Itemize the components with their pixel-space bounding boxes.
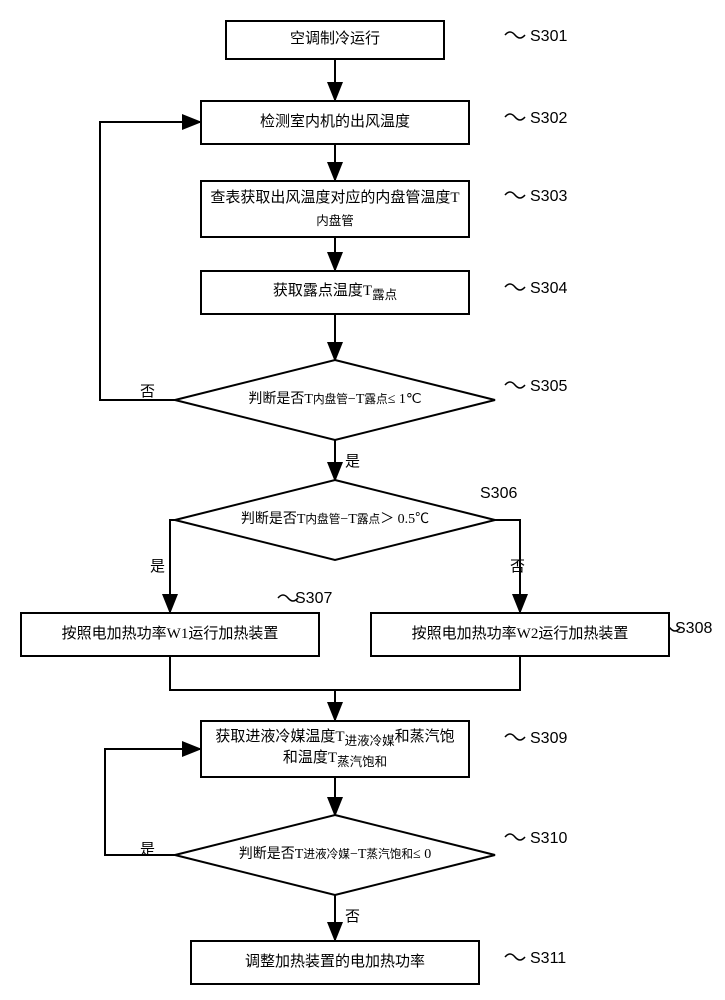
process-s301: 空调制冷运行 <box>225 20 445 60</box>
edge-label-yes_s306: 是 <box>150 555 165 576</box>
process-label-s309: 获取进液冷媒温度T进液冷媒和蒸汽饱和温度T蒸汽饱和 <box>208 728 462 771</box>
step-id-s308: S308 <box>675 620 712 638</box>
process-s307: 按照电加热功率W1运行加热装置 <box>20 612 320 657</box>
edge-label-no_s310: 否 <box>345 905 360 926</box>
process-label-s308: 按照电加热功率W2运行加热装置 <box>412 625 629 645</box>
process-s308: 按照电加热功率W2运行加热装置 <box>370 612 670 657</box>
connector-s308-merge <box>335 657 520 690</box>
step-tilde-s304 <box>505 284 525 290</box>
step-id-s311: S311 <box>530 950 566 968</box>
process-label-s311: 调整加热装置的电加热功率 <box>245 953 425 973</box>
step-tilde-s303 <box>505 192 525 198</box>
edge-label-yes_s305: 是 <box>345 450 360 471</box>
process-s303: 查表获取出风温度对应的内盘管温度T内盘管 <box>200 180 470 238</box>
process-s311: 调整加热装置的电加热功率 <box>190 940 480 985</box>
process-s309: 获取进液冷媒温度T进液冷媒和蒸汽饱和温度T蒸汽饱和 <box>200 720 470 778</box>
decision-s305: 判断是否T内盘管−T露点 ≤ 1℃ <box>175 360 495 440</box>
process-label-s304: 获取露点温度T露点 <box>273 282 397 303</box>
step-id-s303: S303 <box>530 188 567 206</box>
step-id-s309: S309 <box>530 730 567 748</box>
connector-s305-no-loop <box>100 122 200 400</box>
step-id-s307: S307 <box>295 590 332 608</box>
step-id-s304: S304 <box>530 280 567 298</box>
decision-label-s305: 判断是否T内盘管−T露点 ≤ 1℃ <box>175 360 495 440</box>
edge-label-no_s306: 否 <box>510 555 525 576</box>
process-label-s301: 空调制冷运行 <box>290 30 380 50</box>
process-s302: 检测室内机的出风温度 <box>200 100 470 145</box>
process-label-s307: 按照电加热功率W1运行加热装置 <box>62 625 279 645</box>
edge-label-no_s305: 否 <box>140 380 155 401</box>
step-tilde-s302 <box>505 114 525 120</box>
step-tilde-s311 <box>505 954 525 960</box>
step-id-s301: S301 <box>530 28 567 46</box>
process-label-s303: 查表获取出风温度对应的内盘管温度T内盘管 <box>208 189 462 230</box>
connector-s307-merge <box>170 657 335 690</box>
step-id-s302: S302 <box>530 110 567 128</box>
step-tilde-s301 <box>505 32 525 38</box>
flowchart-canvas: 空调制冷运行检测室内机的出风温度查表获取出风温度对应的内盘管温度T内盘管获取露点… <box>0 0 725 1000</box>
step-tilde-s309 <box>505 734 525 740</box>
edge-label-yes_s310: 是 <box>140 838 155 859</box>
decision-s306: 判断是否T内盘管−T露点 ＞ 0.5℃ <box>175 480 495 560</box>
process-label-s302: 检测室内机的出风温度 <box>260 113 410 133</box>
step-id-s305: S305 <box>530 378 567 396</box>
decision-label-s310: 判断是否T进液冷媒−T蒸汽饱和 ≤ 0 <box>175 815 495 895</box>
decision-label-s306: 判断是否T内盘管−T露点 ＞ 0.5℃ <box>175 480 495 560</box>
step-id-s310: S310 <box>530 830 567 848</box>
decision-s310: 判断是否T进液冷媒−T蒸汽饱和 ≤ 0 <box>175 815 495 895</box>
process-s304: 获取露点温度T露点 <box>200 270 470 315</box>
step-id-s306: S306 <box>480 485 517 503</box>
step-tilde-s305 <box>505 382 525 388</box>
step-tilde-s310 <box>505 834 525 840</box>
